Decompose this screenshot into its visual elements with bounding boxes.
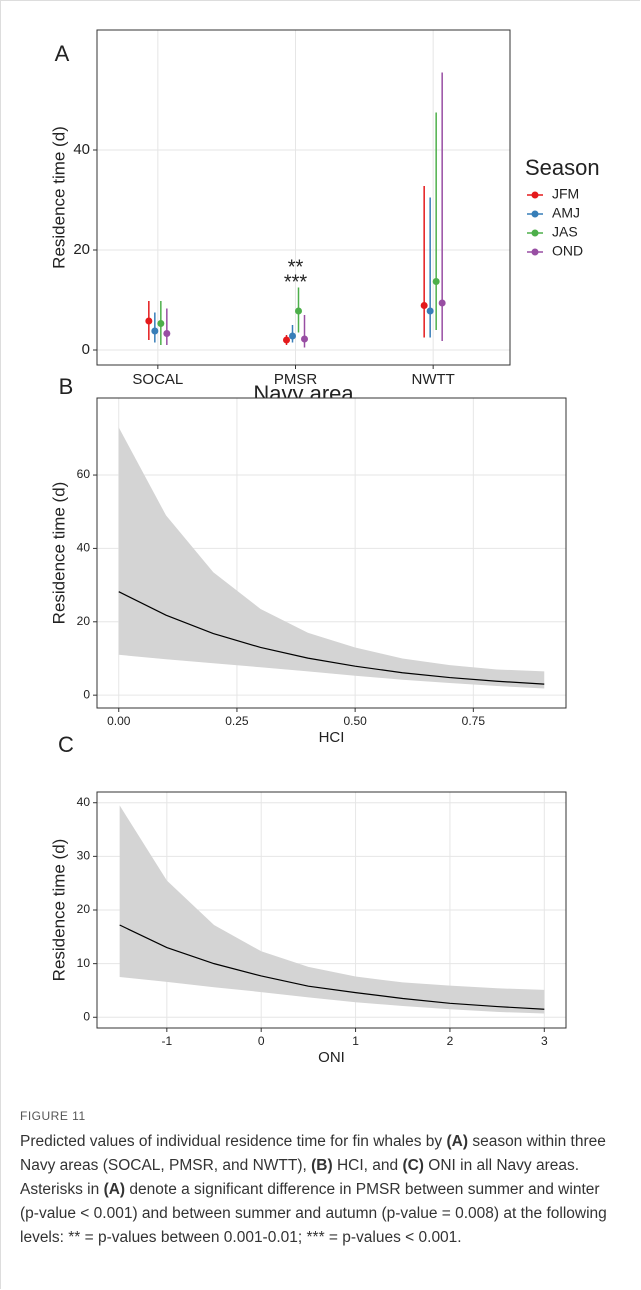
caption-text: HCI, and <box>332 1157 403 1174</box>
point <box>163 330 171 337</box>
x-tick-label: 0.00 <box>107 714 131 728</box>
plot-border <box>96 397 567 709</box>
point <box>301 335 308 343</box>
plot-border <box>96 791 567 1029</box>
legend-point <box>531 191 539 199</box>
point <box>145 317 153 325</box>
panel-label: B <box>59 374 74 399</box>
caption-text: season within three Navy areas (SOCAL, P… <box>20 1133 606 1174</box>
confidence-band <box>118 427 545 689</box>
fit-line <box>119 924 545 1010</box>
x-axis-title: ONI <box>318 1049 345 1066</box>
annotation: ** <box>288 256 304 278</box>
y-tick-label: 40 <box>77 795 91 809</box>
x-tick-label: PMSR <box>274 371 318 388</box>
point <box>420 302 428 309</box>
x-tick-label: 1 <box>352 1034 359 1048</box>
y-tick-label: 60 <box>77 467 91 481</box>
x-tick-label: -1 <box>161 1034 172 1048</box>
caption-text: (C) <box>402 1157 424 1174</box>
legend-label: JFM <box>552 186 579 202</box>
x-axis-title: HCI <box>319 729 345 746</box>
y-tick-label: 20 <box>77 614 91 628</box>
x-tick-label: 0 <box>258 1034 265 1048</box>
legend-label: JAS <box>552 224 578 240</box>
legend-label: AMJ <box>552 205 580 221</box>
point <box>157 320 165 327</box>
y-tick-label: 0 <box>83 687 90 701</box>
y-tick-label: 20 <box>73 241 90 258</box>
point <box>283 336 290 344</box>
y-tick-label: 40 <box>77 541 91 555</box>
y-axis-title: Residence time (d) <box>49 482 68 625</box>
caption-text: denote a significant difference in PMSR … <box>20 1181 607 1246</box>
caption-text: (B) <box>311 1157 333 1174</box>
point <box>438 299 446 307</box>
plot-border <box>96 29 511 366</box>
x-tick-label: NWTT <box>412 371 455 388</box>
y-axis-title: Residence time (d) <box>49 126 68 269</box>
y-tick-label: 0 <box>83 1009 90 1023</box>
panel-label: C <box>58 732 74 757</box>
x-tick-label: 0.25 <box>225 714 249 728</box>
caption: FIGURE 11 Predicted values of individual… <box>20 1104 620 1250</box>
point <box>432 278 440 285</box>
legend-label: OND <box>552 243 583 259</box>
x-tick-label: 3 <box>541 1034 548 1048</box>
x-tick-label: 0.75 <box>462 714 486 728</box>
caption-label: FIGURE 11 <box>20 1109 86 1123</box>
y-axis-title: Residence time (d) <box>49 839 68 982</box>
point <box>289 332 296 340</box>
x-tick-label: 2 <box>447 1034 454 1048</box>
legend-title: Season <box>525 155 600 180</box>
caption-text: (A) <box>446 1133 469 1150</box>
legend-point <box>531 248 539 256</box>
plot-background <box>97 30 510 365</box>
legend-point <box>531 210 539 218</box>
y-tick-label: 0 <box>82 341 90 358</box>
y-tick-label: 20 <box>77 902 91 916</box>
point <box>295 307 302 315</box>
caption-text: (A) <box>103 1181 126 1198</box>
confidence-band <box>119 805 545 1014</box>
y-tick-label: 30 <box>77 849 91 863</box>
annotation: *** <box>284 271 308 293</box>
caption-text: Predicted values of individual residence… <box>20 1133 447 1150</box>
caption-text: ONI in all Navy areas. Asterisks in <box>20 1157 580 1198</box>
x-tick-label: 0.50 <box>343 714 367 728</box>
fit-line <box>118 591 545 685</box>
panel-label: A <box>55 41 70 66</box>
y-tick-label: 10 <box>77 956 91 970</box>
legend-point <box>531 229 539 237</box>
x-tick-label: SOCAL <box>132 371 183 388</box>
point <box>151 327 159 335</box>
y-tick-label: 40 <box>73 141 90 158</box>
point <box>426 307 434 315</box>
